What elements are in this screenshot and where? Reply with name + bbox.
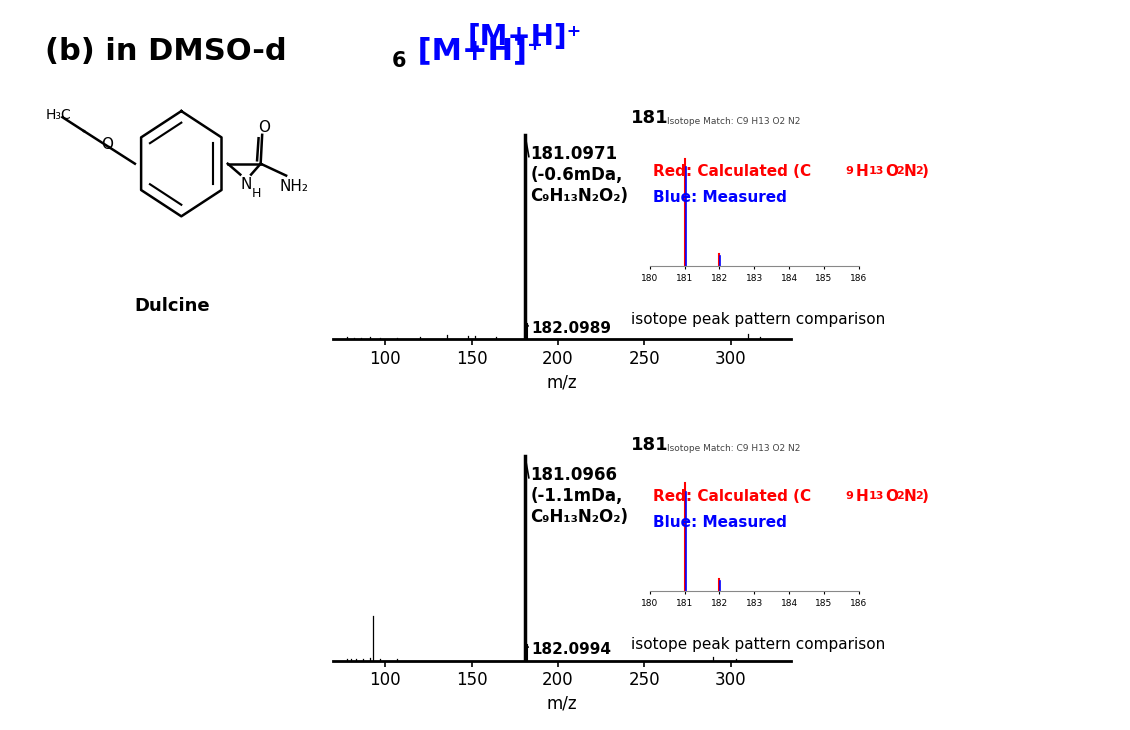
Text: 2: 2 bbox=[896, 491, 904, 502]
Text: 6: 6 bbox=[392, 51, 407, 71]
Text: 181.0966
(-1.1mDa,
C₉H₁₃N₂O₂): 181.0966 (-1.1mDa, C₉H₁₃N₂O₂) bbox=[530, 466, 628, 526]
Text: [M+H]⁺: [M+H]⁺ bbox=[468, 23, 582, 51]
Text: N: N bbox=[904, 489, 916, 504]
Text: 182.0989: 182.0989 bbox=[531, 320, 611, 336]
Text: O: O bbox=[885, 164, 898, 180]
Text: Isotope Match: C9 H13 O2 N2: Isotope Match: C9 H13 O2 N2 bbox=[667, 444, 800, 453]
Text: [M+H]⁺: [M+H]⁺ bbox=[407, 36, 542, 66]
Text: 182.0994: 182.0994 bbox=[531, 642, 611, 657]
Text: Dulcine: Dulcine bbox=[134, 297, 210, 315]
Text: ): ) bbox=[922, 489, 929, 504]
Text: 2: 2 bbox=[896, 166, 904, 177]
Text: Red: Calculated (C: Red: Calculated (C bbox=[653, 164, 811, 180]
Text: 9: 9 bbox=[845, 166, 853, 177]
Text: O: O bbox=[101, 137, 113, 152]
Text: Blue: Measured: Blue: Measured bbox=[653, 190, 786, 205]
Text: 181: 181 bbox=[631, 109, 668, 127]
Text: NH₂: NH₂ bbox=[279, 179, 308, 194]
Text: isotope peak pattern comparison: isotope peak pattern comparison bbox=[631, 312, 885, 328]
Text: 13: 13 bbox=[869, 166, 885, 177]
Text: (b) in DMSO-d: (b) in DMSO-d bbox=[45, 36, 287, 66]
Text: Isotope Match: C9 H13 O2 N2: Isotope Match: C9 H13 O2 N2 bbox=[667, 117, 800, 126]
Text: 2: 2 bbox=[915, 166, 923, 177]
Text: Red: Calculated (C: Red: Calculated (C bbox=[653, 489, 811, 504]
Text: H: H bbox=[855, 489, 868, 504]
Text: H: H bbox=[252, 187, 261, 200]
Text: 13: 13 bbox=[869, 491, 885, 502]
Text: H₃C: H₃C bbox=[45, 108, 71, 122]
Text: 9: 9 bbox=[845, 491, 853, 502]
Text: 181.0971
(-0.6mDa,
C₉H₁₃N₂O₂): 181.0971 (-0.6mDa, C₉H₁₃N₂O₂) bbox=[530, 145, 628, 205]
Text: ): ) bbox=[922, 164, 929, 180]
Text: O: O bbox=[885, 489, 898, 504]
Text: 181: 181 bbox=[631, 436, 668, 454]
Text: N: N bbox=[904, 164, 916, 180]
Text: 2: 2 bbox=[915, 491, 923, 502]
Text: N: N bbox=[240, 177, 251, 191]
Text: H: H bbox=[855, 164, 868, 180]
X-axis label: m/z: m/z bbox=[547, 374, 577, 391]
Text: Blue: Measured: Blue: Measured bbox=[653, 515, 786, 530]
X-axis label: m/z: m/z bbox=[547, 695, 577, 712]
Text: O: O bbox=[258, 120, 270, 135]
Text: isotope peak pattern comparison: isotope peak pattern comparison bbox=[631, 637, 885, 652]
